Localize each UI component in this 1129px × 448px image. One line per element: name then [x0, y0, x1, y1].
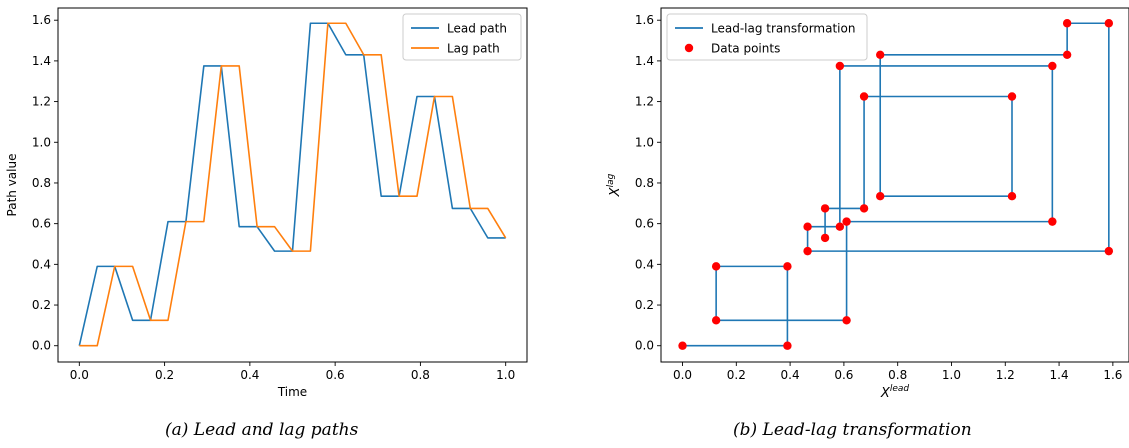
x-tick-label: 0.6 — [834, 368, 853, 382]
data-point — [842, 316, 851, 325]
y-tick-label: 0.2 — [32, 298, 51, 312]
data-point — [820, 233, 830, 243]
y-tick-label: 1.0 — [635, 135, 654, 149]
y-tick-label: 0.4 — [32, 257, 51, 271]
data-point — [876, 50, 885, 59]
lag-path-line — [79, 22, 507, 347]
y-tick-label: 0.2 — [635, 298, 654, 312]
legend-swatch-points — [684, 43, 694, 53]
lead-lag-line — [682, 22, 1110, 347]
x-tick-label: 0.2 — [155, 368, 174, 382]
data-point — [1104, 19, 1114, 28]
x-tick-label: 0.4 — [781, 368, 800, 382]
data-point — [678, 341, 687, 350]
y-axis-label-main: X — [608, 186, 623, 197]
data-point — [711, 262, 721, 271]
y-tick-label: 1.2 — [32, 95, 51, 109]
plot-frame — [660, 7, 1129, 363]
data-point — [803, 246, 812, 256]
legend-label: Data points — [711, 42, 780, 56]
legend-box — [666, 13, 868, 61]
data-point — [859, 204, 869, 213]
x-tick-label: 1.0 — [942, 368, 961, 382]
data-point — [876, 191, 885, 201]
legend: Lead-lag transformation Data points — [666, 13, 868, 61]
data-point — [1104, 246, 1114, 256]
x-tick-label: 1.0 — [496, 368, 515, 382]
y-tick-label: 1.2 — [635, 95, 654, 109]
x-tick-label: 1.2 — [996, 368, 1015, 382]
plot-frame — [57, 7, 528, 363]
x-tick-label: 1.6 — [1103, 368, 1122, 382]
data-point — [1048, 61, 1057, 71]
data-point — [803, 222, 812, 231]
x-tick-label: 0.2 — [727, 368, 746, 382]
y-tick-label: 0.6 — [32, 217, 51, 231]
y-tick-label: 1.4 — [32, 54, 51, 68]
x-axis-label-main: X — [880, 386, 891, 401]
x-tick-label: 0.0 — [673, 368, 692, 382]
legend-label: Lead-lag transformation — [711, 22, 855, 36]
caption-b: (b) Lead-lag transformation — [733, 420, 972, 440]
x-tick-label: 1.4 — [1050, 368, 1069, 382]
data-point — [835, 61, 845, 71]
y-tick-label: 0.8 — [635, 176, 654, 190]
data-point — [711, 316, 721, 325]
data-points — [678, 19, 1114, 350]
x-axis-label-sup: lead — [890, 384, 910, 394]
data-point — [1048, 217, 1057, 226]
y-tick-label: 1.6 — [635, 13, 654, 27]
x-tick-label: 0.4 — [240, 368, 259, 382]
data-point — [1007, 92, 1017, 101]
legend-label: Lag path — [447, 42, 500, 56]
x-tick-label: 0.6 — [326, 368, 345, 382]
y-axis-label: Path value — [5, 154, 19, 217]
x-axis-label: Xlead — [880, 384, 909, 401]
y-tick-label: 1.6 — [32, 13, 51, 27]
x-axis-label: Time — [277, 385, 307, 399]
x-tick-label: 0.8 — [888, 368, 907, 382]
data-point — [783, 262, 792, 271]
y-axis-label-sup: lag — [606, 173, 616, 187]
y-tick-label: 0.8 — [32, 176, 51, 190]
x-tick-label: 0.0 — [70, 368, 89, 382]
chart-b: 0.0 0.2 0.4 0.6 0.8 1.0 1.2 1.4 1.6 0.0 0.2 0.4 0.6 0… — [606, 7, 1129, 401]
caption-a: (a) Lead and lag paths — [165, 420, 359, 440]
y-tick-label: 0.0 — [635, 339, 654, 353]
data-point — [835, 222, 845, 231]
data-point — [1062, 50, 1072, 59]
data-point — [859, 92, 869, 101]
legend: Lead path Lag path — [402, 13, 522, 61]
y-tick-label: 0.6 — [635, 217, 654, 231]
data-point — [842, 217, 851, 226]
y-axis-label: Xlag — [606, 173, 623, 197]
y-tick-label: 1.0 — [32, 135, 51, 149]
data-point — [820, 204, 830, 213]
y-tick-label: 0.4 — [635, 257, 654, 271]
y-tick-label: 1.4 — [635, 54, 654, 68]
data-point — [1007, 191, 1017, 201]
data-point — [1062, 19, 1072, 28]
chart-a: 0.0 0.2 0.4 0.6 0.8 1.0 0.0 0.2 0.4 0.6 0.8 1.0 1.2 1… — [5, 7, 528, 399]
y-tick-label: 0.0 — [32, 339, 51, 353]
data-point — [783, 341, 792, 350]
x-tick-label: 0.8 — [411, 368, 430, 382]
legend-label: Lead path — [447, 22, 507, 36]
